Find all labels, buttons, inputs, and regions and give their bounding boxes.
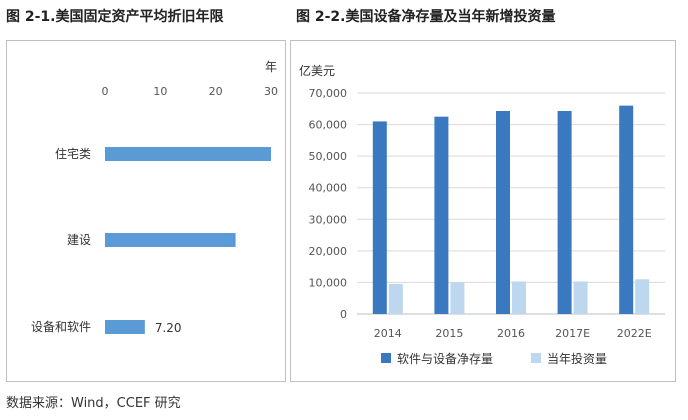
y-tick-label: 70,000 xyxy=(309,87,348,100)
data-label: 7.20 xyxy=(155,321,182,335)
y-tick-label: 30,000 xyxy=(309,213,348,226)
right-chart-title: 图 2-2.美国设备净存量及当年新增投资量 xyxy=(296,9,556,25)
x-tick-label: 10 xyxy=(153,85,167,98)
y-tick-label: 50,000 xyxy=(309,150,348,163)
category-label: 设备和软件 xyxy=(31,320,91,334)
x-tick-label: 2015 xyxy=(435,327,463,340)
x-tick-label: 2017E xyxy=(555,327,590,340)
legend-label-net-stock: 软件与设备净存量 xyxy=(397,352,493,366)
investment-bar xyxy=(512,281,526,314)
x-tick-label: 30 xyxy=(264,85,278,98)
y-tick-label: 10,000 xyxy=(309,276,348,289)
legend-swatch-investment xyxy=(531,353,541,363)
net-stock-bar xyxy=(557,110,572,314)
legend-swatch-net-stock xyxy=(381,353,391,363)
x-tick-label: 2014 xyxy=(374,327,402,340)
y-unit-label: 亿美元 xyxy=(299,63,335,78)
depreciation-bar xyxy=(105,233,236,247)
data-source-note: 数据来源：Wind，CCEF 研究 xyxy=(6,396,181,411)
net-stock-bar xyxy=(434,116,449,314)
left-chart-title: 图 2-1.美国固定资产平均折旧年限 xyxy=(6,9,224,25)
x-unit-label: 年 xyxy=(265,60,277,74)
y-tick-label: 0 xyxy=(340,308,347,321)
depreciation-bar xyxy=(105,320,145,334)
y-tick-label: 40,000 xyxy=(309,182,348,195)
equipment-chart: 亿美元 0 10,000 20,000 30,000 40,000 50,000 60,000… xyxy=(299,63,665,366)
investment-bar xyxy=(450,282,465,314)
depreciation-bar xyxy=(105,147,271,161)
net-stock-bar xyxy=(496,110,510,314)
x-tick-label: 0 xyxy=(102,85,109,98)
net-stock-bar xyxy=(619,105,634,314)
y-tick-label: 20,000 xyxy=(309,245,348,258)
x-tick-label: 20 xyxy=(209,85,223,98)
investment-bar xyxy=(388,284,403,314)
x-tick-label: 2022E xyxy=(617,327,652,340)
depreciation-chart-panel: 年 0 10 20 30 住宅类建设设备和软件 7.20 xyxy=(6,40,286,382)
x-tick-label: 2016 xyxy=(497,327,525,340)
legend-label-investment: 当年投资量 xyxy=(547,351,607,366)
net-stock-bar xyxy=(372,121,387,315)
equipment-chart-panel: 亿美元 0 10,000 20,000 30,000 40,000 50,000 60,000… xyxy=(290,40,676,382)
investment-bar xyxy=(573,281,588,314)
investment-bar xyxy=(635,279,650,314)
y-tick-label: 60,000 xyxy=(309,119,348,132)
category-label: 住宅类 xyxy=(55,146,91,161)
category-label: 建设 xyxy=(67,233,91,247)
